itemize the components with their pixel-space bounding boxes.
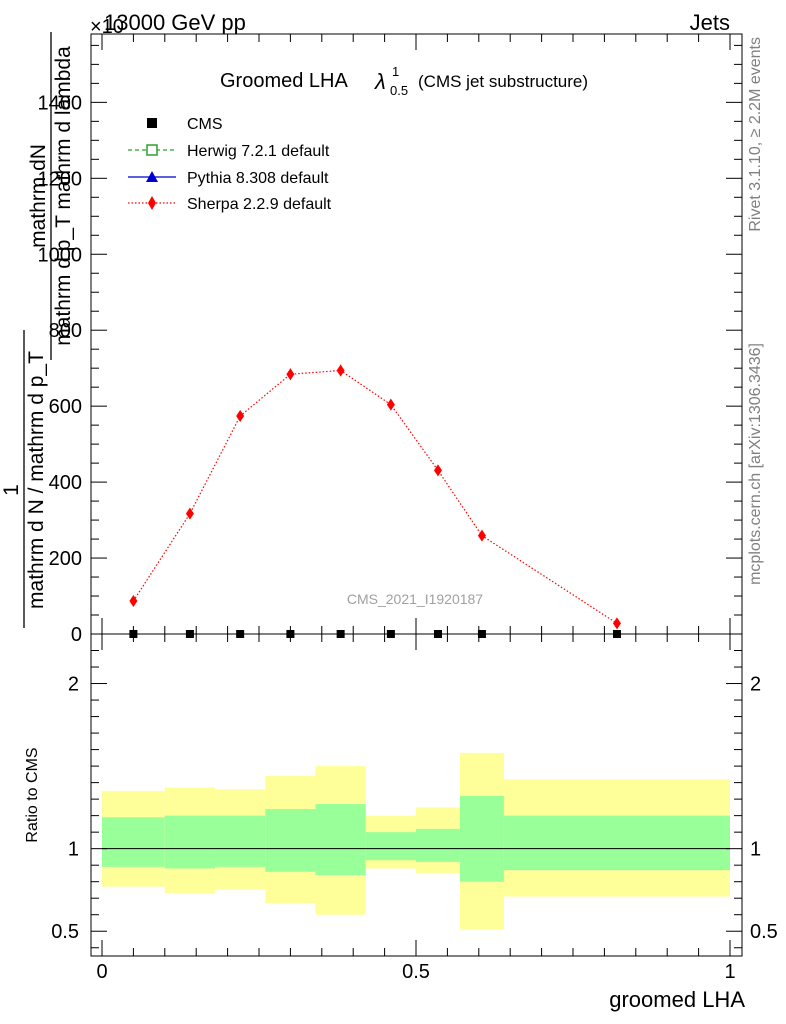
y-tick-label: 800 [49,320,82,342]
ratio-bands-layer [102,752,730,930]
mcplots-caption: mcplots.cern.ch [arXiv:1306.3436] [747,343,764,585]
legend-entry-cms: CMS [147,116,223,133]
y-tick-label: 600 [49,396,82,418]
x-tick-label: 0 [96,961,107,983]
header-left-title: 13000 GeV pp [104,10,246,35]
ratio-tick-label-left: 2 [68,674,79,696]
sherpa-point [433,464,442,477]
ylabel-prefix-num: 1 [0,484,23,496]
sherpa-line [132,369,618,624]
y-tick-label: 0 [71,624,82,646]
legend-entry-herwig: Herwig 7.2.1 default [128,143,330,160]
title-lambda: λ [374,69,386,94]
header-multiplier: ×10 [90,16,124,38]
ratio-band-inner [102,817,165,867]
y-tick-label: 1200 [38,168,83,190]
sherpa-point [477,529,486,542]
ratio-band-inner [215,815,266,867]
sherpa-point [336,364,345,377]
ylabel-numerator: mathrm dN [27,144,50,248]
ratio-band-inner [459,795,504,882]
ratio-band-inner [416,828,460,862]
legend-label-herwig: Herwig 7.2.1 default [187,143,330,160]
cms-point [386,630,395,638]
sherpa-point [185,507,194,520]
ratio-band-inner [265,809,316,872]
title-sub: 0.5 [390,83,408,98]
y-tick-label: 1400 [38,92,83,114]
legend-label-pythia: Pythia 8.308 default [187,170,329,187]
header-right-title: Jets [690,10,730,35]
main-series-layer [129,364,621,638]
ratio-tick-label-left: 0.5 [51,921,79,943]
ratio-band-inner [365,832,416,861]
cms-point [612,630,621,638]
x-tick-label: 1 [724,961,735,983]
title-main-text: Groomed LHA [220,70,348,92]
ylabel-prefix-den: mathrm d N / mathrm d p_T [25,351,48,609]
ratio-band-inner [164,815,216,869]
sherpa-point [236,410,245,423]
title-sup: 1 [392,64,399,79]
ratio-tick-label-right: 1 [750,839,761,861]
ylabel-denominator: mathrm d p_T mathrm d lambda [52,46,75,346]
sherpa-point [612,617,621,630]
cms-point [336,630,345,638]
cms-point [433,630,442,638]
ratio-band-inner [503,815,730,871]
main-title: Groomed LHA λ 1 0.5 (CMS jet substructur… [220,64,588,98]
ratio-ylabel: Ratio to CMS [24,747,41,842]
main-ylabel: mathrm dN mathrm d p_T mathrm d lambda 1… [0,32,75,628]
y-tick-label: 400 [49,472,82,494]
legend-label-cms: CMS [187,116,223,133]
cms-point [185,630,194,638]
ratio-tick-label-right: 0.5 [750,921,778,943]
rivet-caption: Rivet 3.1.10, ≥ 2.2M events [747,37,764,232]
cms-point [477,630,486,638]
ratio-tick-label-right: 2 [750,674,761,696]
ratio-axis-ticks: 0.5 0.5 1 1 2 2 0 0.5 1 [51,634,778,983]
legend-entry-pythia: Pythia 8.308 default [128,170,329,187]
y-tick-label: 1000 [38,244,83,266]
legend-label-sherpa: Sherpa 2.2.9 default [187,196,332,213]
ratio-band-inner [315,804,366,876]
y-tick-label: 200 [49,548,82,570]
main-axis-ticks: 0 200 400 600 800 1000 1200 1400 [38,34,742,646]
title-tail: (CMS jet substructure) [418,72,588,91]
cms-point [236,630,245,638]
sherpa-point [386,398,395,411]
x-tick-label: 0.5 [402,961,430,983]
sherpa-point [286,368,295,381]
ratio-tick-label-left: 1 [68,839,79,861]
x-axis-label: groomed LHA [609,987,745,1012]
legend: CMS Herwig 7.2.1 default Pythia 8.308 de… [128,116,332,213]
svg-text:Groomed LHA: Groomed LHA [220,70,348,92]
analysis-watermark: CMS_2021_I1920187 [347,591,483,607]
sherpa-point [129,594,138,607]
legend-entry-sherpa: Sherpa 2.2.9 default [128,196,332,213]
